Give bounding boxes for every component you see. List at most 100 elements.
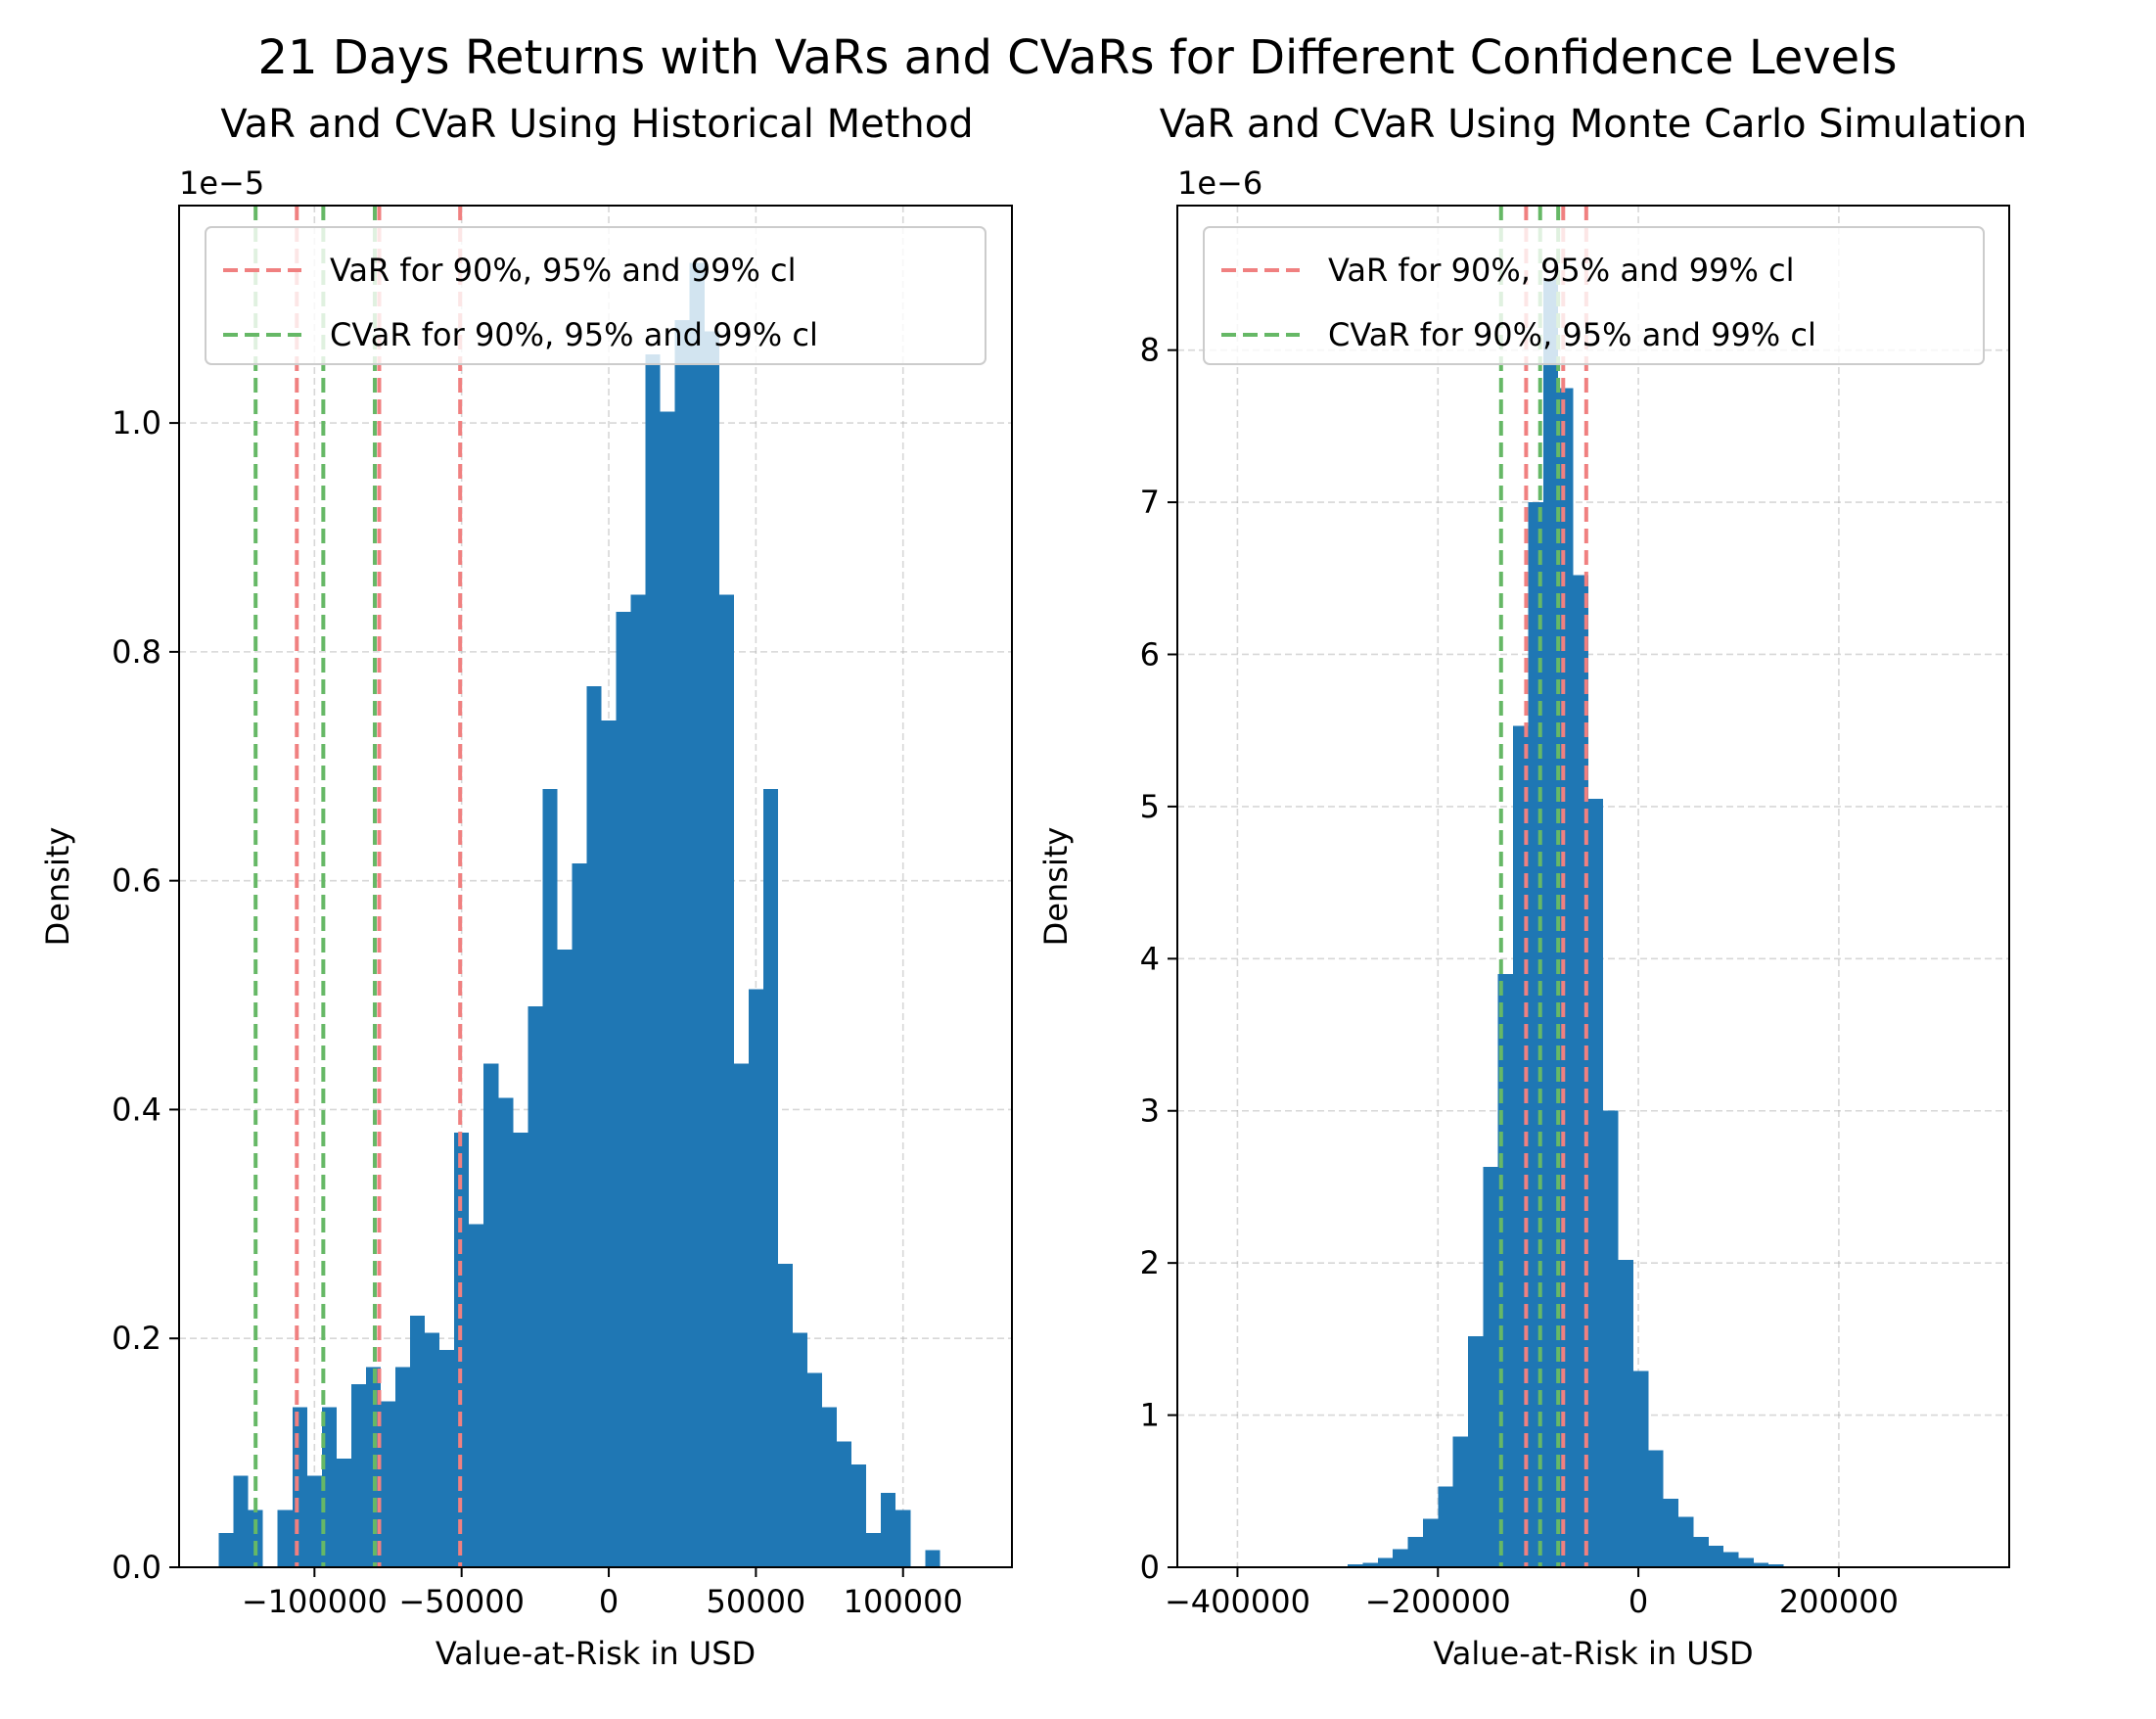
chart-2-y-tick-label: 2 [1140, 1244, 1160, 1281]
chart-2-histogram-bar [1678, 1516, 1694, 1567]
chart-2-histogram-bar [1768, 1563, 1784, 1567]
chart-1-legend-box [205, 226, 986, 365]
chart-1-histogram-bar [336, 1458, 351, 1567]
chart-1-histogram-bar [881, 1493, 896, 1567]
chart-1-histogram-bar [807, 1372, 823, 1567]
chart-1-histogram-bar [837, 1441, 852, 1567]
chart-1-y-tick-label: 1.0 [112, 404, 161, 441]
chart-1-histogram-bar [748, 989, 763, 1567]
chart-1-y-tick-label: 0.6 [112, 862, 161, 900]
chart-1-x-tick-label: 50000 [706, 1583, 805, 1620]
chart-2-x-axis-label: Value-at-Risk in USD [1433, 1635, 1753, 1672]
chart-2-panel: −400000 −200000 0 200000 0 1 2 3 4 5 6 7 8 1e−6 Value-… [1037, 102, 2027, 1672]
chart-1-histogram-bar [306, 1475, 322, 1567]
chart-1-y-axis-label: Density [39, 827, 76, 947]
chart-2-y-tick-label: 1 [1140, 1397, 1160, 1434]
chart-1-histogram-bar [439, 1349, 455, 1567]
chart-1-histogram-bar [851, 1463, 867, 1567]
chart-1-histogram-bar [925, 1550, 940, 1567]
chart-1-histogram-bar [410, 1315, 426, 1567]
chart-2-histogram-bar [1348, 1563, 1363, 1567]
chart-2-histogram-bar [1393, 1549, 1408, 1567]
chart-1-legend-label: VaR for 90%, 95% and 99% cl [330, 252, 797, 289]
chart-2-y-axis-label: Density [1037, 827, 1075, 947]
chart-1-histogram-bar [292, 1407, 307, 1567]
chart-1-histogram-bar [660, 411, 675, 1568]
chart-2-histogram-bar [1573, 575, 1588, 1567]
chart-2-y-tick-label: 5 [1140, 788, 1160, 825]
chart-2-histogram-bar [1377, 1557, 1394, 1567]
chart-1-x-tick-label: 0 [599, 1583, 619, 1620]
chart-1-panel: −100000 −50000 0 50000 100000 0.0 0.2 0.4 0.6 0.8… [39, 102, 1013, 1672]
chart-1-histogram-bar [218, 1532, 234, 1567]
chart-1-histogram-bar [528, 1006, 543, 1567]
chart-1-histogram-bar [469, 1224, 484, 1567]
chart-2-histogram-bar [1438, 1486, 1453, 1567]
chart-1-legend-label: CVaR for 90%, 95% and 99% cl [330, 316, 818, 353]
chart-1-histogram-bar [674, 319, 690, 1567]
chart-2-y-tick-label: 8 [1140, 332, 1160, 369]
chart-1-title: VaR and CVaR Using Historical Method [220, 102, 973, 147]
chart-1-legend: VaR for 90%, 95% and 99% cl CVaR for 90%,… [205, 226, 986, 365]
chart-2-y-offset-text: 1e−6 [1177, 164, 1262, 202]
chart-1-y-offset-text: 1e−5 [179, 164, 264, 202]
chart-2-y-tick-label: 6 [1140, 635, 1160, 673]
chart-1-histogram-bar [777, 1264, 793, 1567]
chart-2-y-tick-label: 0 [1140, 1549, 1160, 1586]
chart-1-histogram-bar [630, 594, 646, 1567]
chart-1-histogram-bar [822, 1407, 838, 1567]
chart-1-histogram-bar [557, 949, 573, 1567]
chart-2-histogram-bar [1648, 1450, 1664, 1567]
chart-2-histogram-bar [1753, 1562, 1769, 1567]
chart-1-histogram-bar [704, 331, 719, 1567]
chart-2-histogram-bar [1407, 1536, 1423, 1567]
chart-2-histogram-bar [1587, 799, 1604, 1567]
chart-2-histogram-bar [1467, 1335, 1484, 1567]
chart-1-x-tick-label: −50000 [398, 1583, 525, 1620]
chart-1-y-tick-label: 0.8 [112, 633, 161, 671]
chart-1-histogram-bar [866, 1532, 882, 1567]
chart-2-x-tick-label: −200000 [1365, 1583, 1511, 1620]
chart-1-histogram-bar [380, 1401, 396, 1567]
figure-title: 21 Days Returns with VaRs and CVaRs for … [257, 30, 1897, 85]
chart-2-histogram-bar [1632, 1371, 1649, 1567]
chart-2-x-tick-label: 200000 [1779, 1583, 1899, 1620]
chart-2-histogram-bar [1542, 278, 1559, 1568]
chart-2-axes-frame [1176, 205, 2010, 1568]
chart-2-histogram-bar [1618, 1260, 1633, 1567]
chart-1-y-tick-label: 0.2 [112, 1320, 161, 1357]
chart-2-title: VaR and CVaR Using Monte Carlo Simulatio… [1160, 102, 2028, 147]
chart-1-histogram-bar [689, 262, 705, 1568]
chart-1-histogram-bar [616, 611, 631, 1567]
chart-1-x-tick-label: −100000 [242, 1583, 388, 1620]
chart-2-histogram-bar [1708, 1546, 1724, 1567]
chart-2-y-tick-label: 4 [1140, 940, 1160, 977]
chart-1-histogram-bar [248, 1510, 263, 1567]
chart-1-histogram-bar [542, 789, 558, 1567]
chart-1-histogram-bar [762, 789, 778, 1567]
chart-1-histogram-bar [586, 685, 602, 1567]
chart-1-x-axis-label: Value-at-Risk in USD [436, 1635, 756, 1672]
chart-2-histogram-bar [1723, 1552, 1739, 1567]
chart-1-histogram-bar [395, 1367, 411, 1567]
chart-2-legend-label: CVaR for 90%, 95% and 99% cl [1328, 316, 1816, 353]
chart-1-histogram-bar [498, 1097, 514, 1567]
chart-1-histogram-bar [645, 353, 661, 1567]
chart-1-histogram-bar [601, 720, 617, 1567]
chart-1-histogram-bar [321, 1407, 337, 1567]
chart-2-histogram-bar [1738, 1557, 1754, 1567]
chart-2-x-tick-label: −400000 [1165, 1583, 1310, 1620]
chart-1-axes-frame [178, 205, 1013, 1568]
chart-2-histogram-bar [1603, 1110, 1619, 1567]
chart-1-histogram-bar [572, 863, 587, 1567]
chart-2-legend-label: VaR for 90%, 95% and 99% cl [1328, 252, 1795, 289]
chart-1-histogram-bar [425, 1332, 440, 1567]
chart-1-histogram-bar [718, 594, 734, 1567]
chart-2-y-tick-label: 7 [1140, 484, 1160, 521]
chart-1-histogram-bar [513, 1132, 528, 1567]
chart-1-histogram-bar [483, 1063, 499, 1567]
chart-1-y-tick-label: 0.0 [112, 1549, 161, 1586]
chart-1-histogram-bar [792, 1332, 808, 1567]
chart-2-y-tick-label: 3 [1140, 1092, 1160, 1130]
